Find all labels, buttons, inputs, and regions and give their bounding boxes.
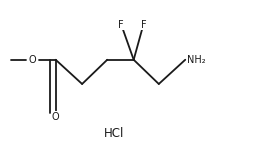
Text: O: O (52, 112, 59, 122)
Text: HCl: HCl (104, 127, 124, 140)
Text: NH₂: NH₂ (187, 55, 206, 65)
Text: F: F (119, 20, 124, 30)
Text: O: O (29, 55, 36, 65)
Text: F: F (141, 20, 147, 30)
